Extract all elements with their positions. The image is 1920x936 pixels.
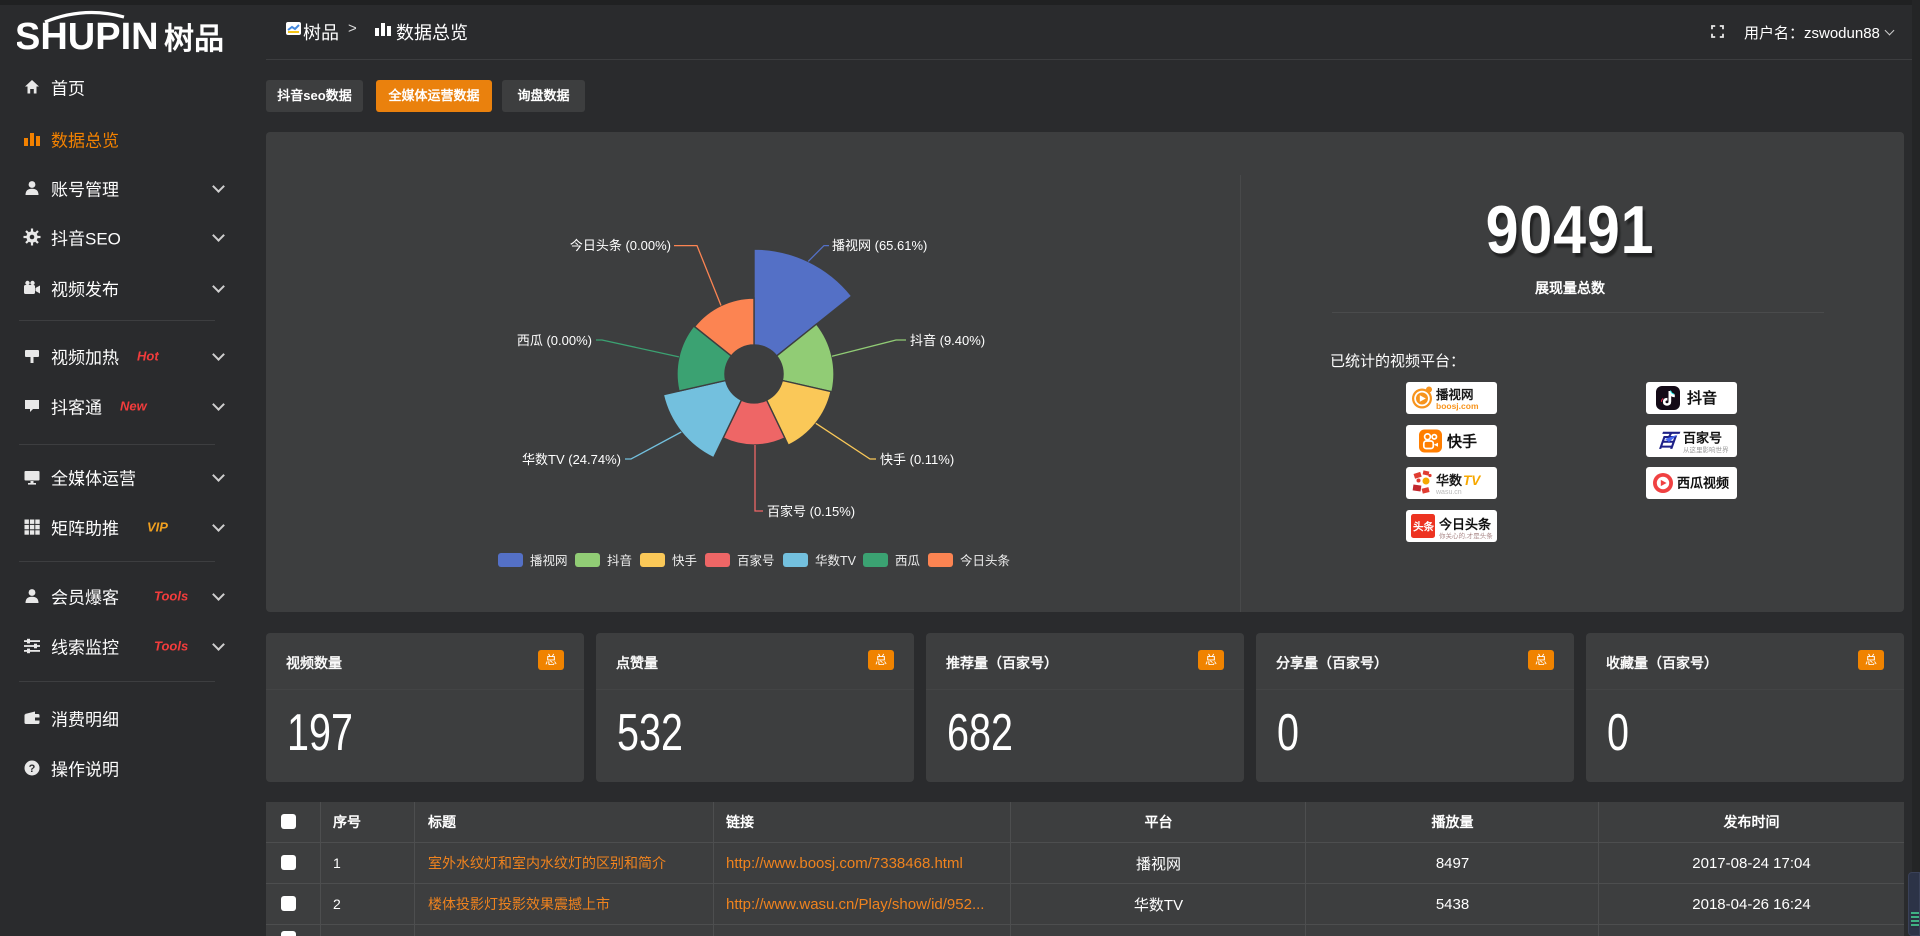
svg-text:华数: 华数 (1436, 473, 1463, 488)
svg-text:TV: TV (1463, 473, 1481, 488)
svg-text:快手: 快手 (1447, 433, 1477, 451)
svg-text:抖音 (9.40%): 抖音 (9.40%) (910, 333, 985, 348)
svg-text:今日头条: 今日头条 (1438, 517, 1492, 532)
svg-text:抖音: 抖音 (607, 553, 632, 568)
svg-text:快手: 快手 (672, 554, 697, 568)
svg-text:百家号 (0.15%): 百家号 (0.15%) (767, 504, 855, 519)
svg-text:?: ? (29, 763, 36, 775)
svg-text:播视网: 播视网 (1436, 387, 1474, 402)
svg-text:头条: 头条 (1413, 520, 1435, 533)
svg-text:百家号: 百家号 (1683, 431, 1722, 446)
svg-text:西瓜视频: 西瓜视频 (1677, 476, 1729, 491)
svg-text:boosj.com: boosj.com (1436, 401, 1479, 411)
svg-text:快手 (0.11%): 快手 (0.11%) (880, 452, 954, 467)
svg-text:今日头条 (0.00%): 今日头条 (0.00%) (570, 238, 671, 253)
svg-text:华数TV (24.74%): 华数TV (24.74%) (522, 452, 621, 467)
svg-text:西瓜: 西瓜 (895, 554, 921, 568)
svg-text:从这里影响世界: 从这里影响世界 (1683, 445, 1729, 454)
svg-text:SHUPIN: SHUPIN (17, 16, 159, 56)
svg-text:树品: 树品 (164, 23, 224, 56)
svg-text:今日头条: 今日头条 (960, 553, 1011, 568)
svg-text:西瓜 (0.00%): 西瓜 (0.00%) (517, 333, 592, 348)
svg-text:百家号: 百家号 (737, 553, 775, 568)
svg-text:播视网: 播视网 (530, 553, 568, 568)
svg-text:播视网 (65.61%): 播视网 (65.61%) (832, 238, 927, 253)
svg-text:抖音: 抖音 (1687, 389, 1717, 407)
svg-text:wasu.cn: wasu.cn (1435, 489, 1462, 496)
svg-text:华数TV: 华数TV (815, 553, 857, 568)
svg-text:你关心的,才是头条: 你关心的,才是头条 (1439, 531, 1493, 540)
